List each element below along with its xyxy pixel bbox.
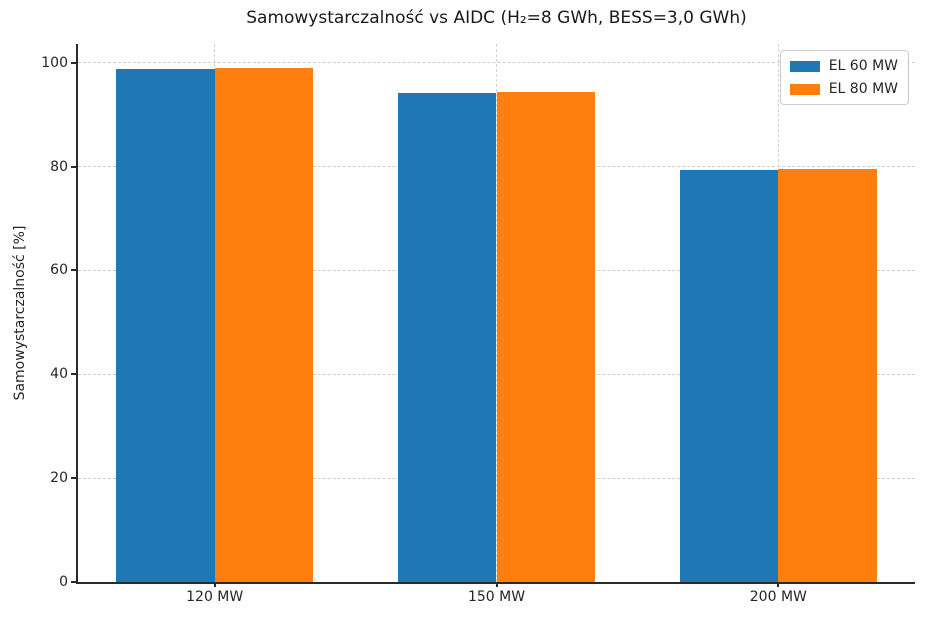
y-axis-spine <box>76 44 78 584</box>
x-tick-mark <box>213 582 216 587</box>
legend-swatch-icon <box>789 83 820 95</box>
x-tick-label: 150 MW <box>467 589 526 605</box>
legend-label: EL 60 MW <box>828 58 898 74</box>
x-tick-label: 120 MW <box>186 589 244 605</box>
bar-el-80-mw-120-mw <box>214 68 314 582</box>
bar-el-60-mw-150-mw <box>397 92 497 582</box>
legend-item: EL 80 MW <box>789 81 898 97</box>
y-tick-mark <box>71 581 78 583</box>
bar-el-60-mw-200-mw <box>679 170 779 582</box>
y-tick-label: 60 <box>50 262 68 279</box>
x-tick-label: 200 MW <box>749 589 807 605</box>
x-tick-mark <box>495 582 498 587</box>
y-tick-mark <box>71 269 78 272</box>
x-axis-spine <box>76 582 915 584</box>
legend: EL 60 MW EL 80 MW <box>779 50 909 105</box>
legend-item: EL 60 MW <box>789 58 898 74</box>
y-tick-label: 0 <box>59 574 68 590</box>
bar-el-80-mw-150-mw <box>496 91 596 582</box>
y-tick-mark <box>71 61 78 64</box>
y-tick-label: 80 <box>50 158 68 175</box>
legend-label: EL 80 MW <box>828 81 898 97</box>
legend-swatch-icon <box>789 60 820 72</box>
y-tick-label: 20 <box>50 470 68 487</box>
y-tick-label: 100 <box>41 54 68 71</box>
bar-el-80-mw-200-mw <box>778 169 877 582</box>
y-tick-mark <box>71 373 78 376</box>
y-tick-mark <box>71 477 78 480</box>
x-tick-mark <box>777 582 780 587</box>
y-tick-label: 40 <box>50 366 68 383</box>
bar-el-60-mw-120-mw <box>116 69 215 582</box>
y-tick-mark <box>71 165 78 168</box>
chart-title: Samowystarczalność vs AIDC (H₂=8 GWh, BE… <box>246 8 747 28</box>
